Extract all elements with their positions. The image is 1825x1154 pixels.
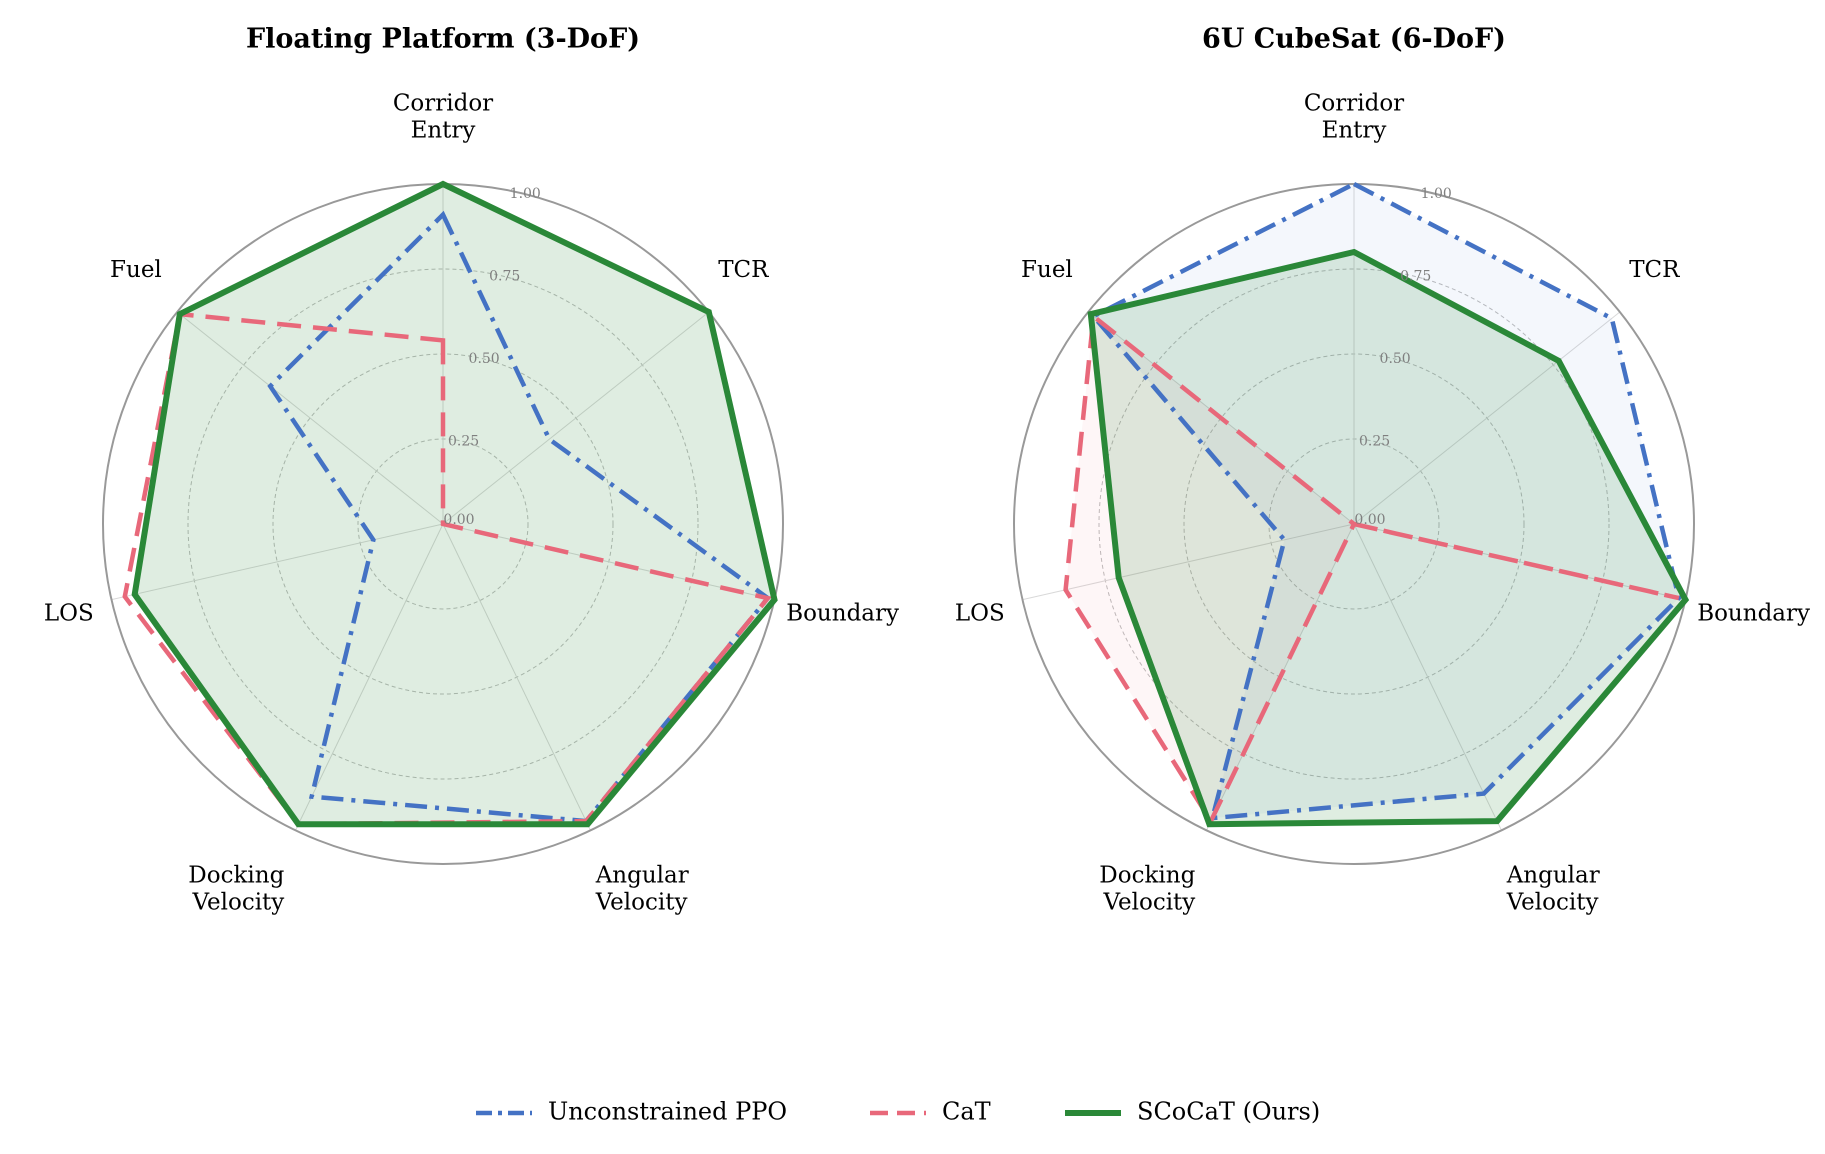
axis-label: Boundary (786, 600, 899, 626)
axis-label: Corridor Entry (393, 91, 493, 144)
axis-label-line: Fuel (110, 257, 162, 283)
axis-label-line: Velocity (1506, 889, 1599, 915)
series-line-scocat (131, 180, 778, 828)
axis-label-line: Boundary (786, 600, 899, 626)
axis-label: Docking Velocity (188, 862, 284, 915)
axis-label-line: Corridor (1304, 91, 1404, 117)
r-tick-label: 0.50 (1380, 351, 1411, 367)
axis-label: Docking Velocity (1099, 862, 1195, 915)
axis-label: Fuel (1021, 257, 1073, 283)
radar-panel-cubesat: 6U CubeSat (6-DoF) 0.00 0.25 0.50 0.75 1.00 Co… (955, 24, 1810, 916)
axis-label-line: Velocity (192, 889, 285, 915)
axis-spoke (111, 523, 444, 601)
axis-label: Angular Velocity (595, 862, 689, 915)
axis-label-line: Entry (411, 118, 476, 144)
axis-label: Boundary (1697, 600, 1810, 626)
axis-label-line: Fuel (1021, 257, 1073, 283)
axis-spoke (442, 523, 591, 831)
chart-title: 6U CubeSat (6-DoF) (1202, 24, 1506, 55)
series-fill (1065, 316, 1679, 822)
axis-label-line: Velocity (595, 889, 688, 915)
legend-label: Unconstrained PPO (548, 1098, 787, 1126)
axis-label-line: Boundary (1697, 600, 1810, 626)
axis-spoke (1353, 523, 1502, 831)
legend-label: CaT (942, 1098, 991, 1126)
r-tick-label: 1.00 (1421, 186, 1452, 202)
series-line-scocat (1087, 248, 1690, 828)
r-tick-label: 0.00 (443, 512, 474, 528)
axis-spoke (1353, 311, 1621, 525)
axis-spoke (442, 311, 710, 525)
axis-label: TCR (1629, 257, 1680, 283)
axis-label-line: Angular (1506, 862, 1600, 888)
axis-label-line: TCR (1629, 257, 1680, 283)
axis-spoke (176, 311, 444, 525)
r-tick-label: 0.00 (1354, 512, 1385, 528)
axis-spoke (442, 523, 775, 601)
series-line-ppo (1089, 181, 1682, 821)
axis-label-line: Docking (1099, 862, 1195, 888)
chart-title: Floating Platform (3-DoF) (246, 24, 640, 55)
axis-label: Angular Velocity (1506, 862, 1600, 915)
series-line-ppo (267, 210, 772, 824)
r-tick-label: 0.75 (489, 269, 520, 285)
radar-panel-floating-platform: Floating Platform (3-DoF) 0.00 0.25 0.50 0.7… (44, 24, 899, 916)
axis-label-line: Angular (595, 862, 689, 888)
axis-label: TCR (718, 257, 769, 283)
legend-label: SCoCaT (Ours) (1137, 1098, 1320, 1126)
axis-spoke (1022, 523, 1355, 601)
series-fill (1090, 252, 1686, 825)
r-tick-label: 0.25 (448, 434, 479, 450)
axis-label: LOS (955, 600, 1005, 626)
r-tick-label: 0.25 (1359, 434, 1390, 450)
axis-label-line: LOS (955, 600, 1005, 626)
grid-ring (187, 268, 699, 780)
axis-label-line: LOS (44, 600, 94, 626)
axis-label: Fuel (110, 257, 162, 283)
axis-spoke (295, 523, 444, 831)
axis-label: LOS (44, 600, 94, 626)
series-fill (1093, 184, 1679, 819)
axis-label: Corridor Entry (1304, 91, 1404, 144)
legend: Unconstrained PPO CaT SCoCaT (Ours) (476, 1098, 1320, 1126)
axis-label-line: TCR (718, 257, 769, 283)
r-tick-label: 0.75 (1400, 269, 1431, 285)
series-fill (134, 184, 775, 825)
grid-ring (1098, 268, 1610, 780)
series-line-cat (1063, 311, 1680, 826)
r-tick-label: 0.50 (469, 351, 500, 367)
axis-label-line: Velocity (1103, 889, 1196, 915)
axis-label-line: Corridor (393, 91, 493, 117)
axis-label-line: Entry (1322, 118, 1387, 144)
axis-label-line: Docking (188, 862, 284, 888)
r-tick-label: 1.00 (510, 186, 541, 202)
